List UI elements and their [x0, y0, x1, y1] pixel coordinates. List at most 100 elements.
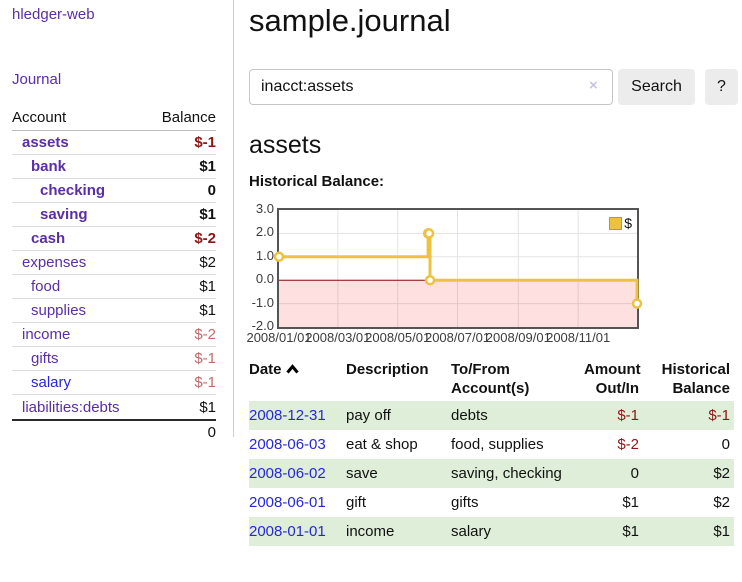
transaction-description: eat & shop	[346, 436, 418, 453]
transaction-accounts: saving, checking	[451, 459, 584, 488]
account-balance: $1	[199, 302, 216, 319]
account-link[interactable]: gifts	[31, 350, 59, 367]
account-balance: $-1	[194, 350, 216, 367]
account-balance: $-2	[194, 326, 216, 343]
account-row: gifts $-1	[12, 347, 216, 371]
legend-label: $	[624, 215, 632, 231]
x-axis-tick-label: 2008/01/01	[246, 330, 312, 345]
register-row: 2008-01-01 income salary $1 $1	[249, 517, 734, 546]
transaction-balance: $1	[643, 517, 734, 546]
search-input[interactable]	[249, 69, 613, 105]
account-link[interactable]: supplies	[31, 302, 87, 319]
transaction-accounts: food, supplies	[451, 436, 544, 453]
page-title: sample.journal	[249, 3, 451, 38]
register-row: 2008-06-03 eat & shop food, supplies $-2 0	[249, 430, 734, 459]
account-link[interactable]: bank	[31, 158, 67, 175]
account-row: cash $-2	[12, 227, 216, 251]
account-link[interactable]: liabilities:debts	[22, 398, 120, 416]
transaction-balance: $2	[713, 494, 730, 511]
historical-balance-chart: $ 3.0 2.0 1.0 0.0 -1.0 -2.0 2008/01/01 2008/03…	[246, 201, 742, 346]
transaction-accounts: debts	[451, 401, 584, 430]
account-link[interactable]: income	[22, 326, 71, 343]
data-point-marker	[631, 298, 643, 309]
register-column-header-historical[interactable]: Historical Balance	[661, 361, 730, 397]
sidebar-item-journal[interactable]: Journal	[12, 71, 62, 88]
chart-canvas	[273, 210, 643, 327]
x-axis-tick-label: 2008/03/01	[305, 330, 371, 345]
chart-title: Historical Balance:	[249, 173, 385, 190]
chart-legend: $	[609, 215, 632, 231]
x-axis-tick-label: 2008/11/01	[546, 330, 611, 345]
account-row: expenses $2	[12, 251, 216, 275]
account-balance-table: Account Balance assets $-1 bank $1 checking 0…	[12, 106, 216, 444]
chart-plot-area[interactable]: $	[273, 208, 643, 329]
account-link[interactable]: cash	[31, 230, 66, 247]
account-balance: $1	[199, 278, 216, 295]
account-total-value: 0	[207, 424, 216, 441]
x-axis-tick-label: 2008/07/01	[424, 330, 491, 345]
account-balance: $-1	[194, 134, 216, 151]
register-column-header-description[interactable]: Description	[346, 361, 429, 378]
register-row: 2008-12-31 pay off debts $-1 $-1	[249, 401, 734, 430]
sidebar-divider	[233, 0, 234, 437]
y-axis-tick-label: 0.0	[255, 271, 274, 287]
account-row: food $1	[12, 275, 216, 299]
account-balance: $-2	[194, 230, 216, 247]
transaction-description: income	[346, 517, 451, 546]
data-point-marker	[423, 228, 435, 239]
balance-column-header: Balance	[161, 109, 216, 126]
transaction-amount: $-1	[584, 401, 643, 430]
account-page-title: assets	[249, 131, 322, 159]
transaction-balance: $-1	[643, 401, 734, 430]
account-link[interactable]: saving	[40, 206, 88, 223]
register-column-header-amount[interactable]: Amount Out/In	[584, 361, 641, 397]
account-total-row: 0	[12, 419, 216, 444]
account-link[interactable]: salary	[31, 374, 72, 391]
transaction-description: gift	[346, 494, 367, 511]
main-content: sample.journal × Search ? assets Histori…	[246, 0, 742, 582]
y-axis-tick-label: -1.0	[251, 294, 274, 310]
account-table-header: Account Balance	[12, 106, 216, 131]
account-link[interactable]: checking	[40, 182, 106, 199]
account-link[interactable]: expenses	[22, 254, 87, 271]
help-button[interactable]: ?	[705, 69, 738, 105]
transaction-date-link[interactable]: 2008-12-31	[249, 407, 326, 424]
sidebar: hledger-web Journal Account Balance asse…	[0, 0, 233, 582]
y-axis-tick-label: 2.0	[255, 224, 274, 240]
register-column-header-date[interactable]: Date	[249, 358, 346, 401]
account-link[interactable]: assets	[22, 134, 69, 151]
transaction-balance: 0	[721, 436, 730, 453]
transaction-date-link[interactable]: 2008-06-01	[249, 494, 326, 511]
x-axis-tick-label: 2008/05/01	[365, 330, 431, 345]
register-column-header-tofrom[interactable]: To/From Account(s)	[451, 361, 530, 397]
brand-link[interactable]: hledger-web	[12, 6, 95, 23]
sort-asc-icon	[285, 364, 299, 374]
transaction-description: save	[346, 459, 451, 488]
search-button[interactable]: Search	[618, 69, 695, 105]
account-balance: $2	[199, 254, 216, 271]
account-link[interactable]: food	[31, 278, 61, 295]
account-row: saving $1	[12, 203, 216, 227]
account-row: salary $-1	[12, 371, 216, 395]
account-balance: $1	[199, 158, 216, 175]
transaction-date-link[interactable]: 2008-01-01	[249, 523, 326, 540]
y-axis-tick-label: 3.0	[255, 201, 274, 216]
transaction-description: pay off	[346, 401, 451, 430]
transaction-amount: 0	[584, 459, 643, 488]
account-row: assets $-1	[12, 131, 216, 155]
account-column-header: Account	[12, 109, 67, 126]
transaction-date-link[interactable]: 2008-06-03	[249, 436, 326, 453]
clear-search-icon[interactable]: ×	[589, 77, 598, 94]
account-row: checking 0	[12, 179, 216, 203]
register-table: Date Description To/From Account(s) Amount Ou…	[249, 358, 734, 546]
account-balance: $-1	[194, 374, 216, 391]
transaction-date-link[interactable]: 2008-06-02	[249, 465, 326, 482]
account-row: supplies $1	[12, 299, 216, 323]
y-axis-tick-label: 1.0	[255, 247, 274, 263]
data-point-marker	[273, 251, 285, 263]
account-balance: $1	[199, 398, 216, 416]
account-row: bank $1	[12, 155, 216, 179]
transaction-accounts: salary	[451, 517, 584, 546]
data-point-marker	[424, 274, 436, 286]
